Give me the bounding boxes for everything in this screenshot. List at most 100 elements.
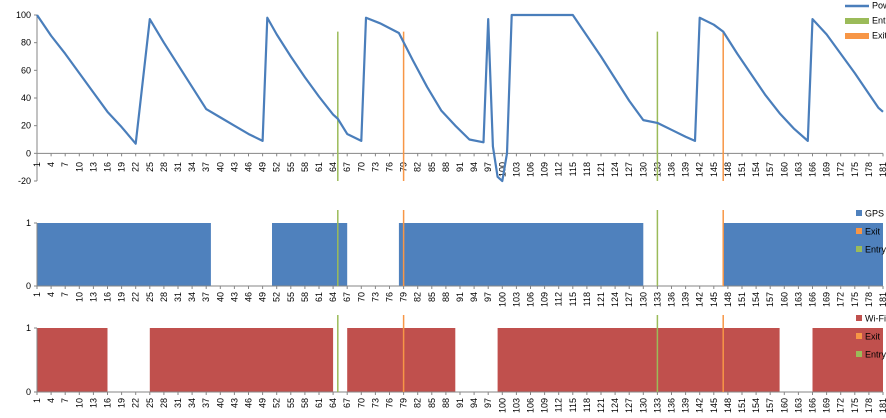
x-tick-label: 58 [300, 162, 310, 172]
x-tick-label: 157 [765, 292, 775, 307]
x-tick-label: 91 [455, 162, 465, 172]
wi-fi-on-bar-3 [497, 328, 780, 392]
x-tick-label: 40 [215, 292, 225, 302]
x-tick-label: 34 [187, 162, 197, 172]
x-tick-label: 34 [187, 292, 197, 302]
x-tick-label: 25 [145, 398, 155, 408]
x-tick-label: 100 [497, 398, 507, 413]
x-tick-label: 142 [695, 292, 705, 307]
x-tick-label: 82 [413, 292, 423, 302]
x-tick-label: 28 [159, 292, 169, 302]
x-tick-label: 16 [103, 292, 113, 302]
x-tick-label: 118 [582, 398, 592, 412]
chart-1: -20 0 20 40 60 80 100 1 4 7 10 13 16 19 22 25 28 31 34 37 40… [16, 1, 886, 187]
x-tick-label: 106 [526, 292, 536, 307]
x-tick-label: 4 [46, 292, 56, 297]
legend-label-exit: Exit [865, 227, 881, 237]
x-tick-label: 172 [836, 292, 846, 307]
x-tick-label: 13 [88, 162, 98, 172]
x-tick-label: 100 [497, 292, 507, 307]
x-tick-label: 97 [483, 162, 493, 172]
y-tick-label: 0 [26, 387, 31, 397]
x-tick-label: 94 [469, 398, 479, 408]
x-tick-label: 163 [793, 292, 803, 307]
x-tick-label: 160 [779, 162, 789, 177]
x-tick-label: 16 [103, 162, 113, 172]
x-tick-label: 121 [596, 398, 606, 413]
x-tick-label: 127 [624, 292, 634, 307]
x-tick-label: 61 [314, 162, 324, 172]
x-tick-label: 175 [850, 162, 860, 177]
x-tick-label: 67 [342, 162, 352, 172]
x-tick-label: 88 [441, 162, 451, 172]
x-tick-label: 136 [667, 292, 677, 307]
y-tick-label: 1 [26, 218, 31, 228]
x-tick-label: 73 [370, 292, 380, 302]
legend-label-gps: GPS [865, 209, 884, 219]
x-tick-label: 55 [286, 398, 296, 408]
wi-fi-on-bar-1 [149, 328, 334, 392]
x-tick-label: 181 [878, 162, 886, 177]
legend-label-power: Power [872, 1, 886, 11]
x-tick-label: 106 [526, 398, 536, 413]
x-tick-label: 46 [244, 398, 254, 408]
gps-on-bar-2 [398, 223, 644, 286]
legend: Wi-Fi Exit Entry [856, 314, 886, 360]
x-tick-label: 88 [441, 398, 451, 408]
x-tick-label: 43 [229, 292, 239, 302]
wi-fi-on-bar-2 [347, 328, 456, 392]
x-tick-label: 1 [32, 162, 42, 167]
x-tick-label: 139 [681, 162, 691, 177]
x-tick-label: 145 [709, 162, 719, 177]
legend-label-entry: Entry [865, 350, 886, 360]
x-tick-label: 112 [554, 162, 564, 176]
x-tick-label: 10 [74, 162, 84, 172]
x-tick-label: 73 [370, 398, 380, 408]
legend-swatch-entry [856, 246, 862, 252]
y-tick-label: 0 [26, 281, 31, 291]
x-tick-label: 46 [244, 162, 254, 172]
y-tick-label: -20 [18, 176, 31, 186]
x-tick-label: 121 [596, 292, 606, 307]
x-tick-label: 160 [779, 292, 789, 307]
x-tick-label: 97 [483, 292, 493, 302]
x-tick-label: 94 [469, 162, 479, 172]
x-tick-label: 49 [258, 292, 268, 302]
x-tick-label: 154 [751, 292, 761, 307]
x-tick-label: 58 [300, 292, 310, 302]
x-tick-label: 151 [737, 398, 747, 413]
x-tick-label: 4 [46, 162, 56, 167]
legend-swatch-gps [856, 210, 862, 216]
x-tick-label: 103 [511, 398, 521, 413]
x-tick-label: 145 [709, 292, 719, 307]
x-tick-label: 64 [328, 162, 338, 172]
x-tick-label: 142 [695, 398, 705, 413]
x-tick-label: 154 [751, 162, 761, 177]
x-tick-label: 181 [878, 292, 886, 307]
x-tick-label: 76 [385, 292, 395, 302]
x-tick-label: 115 [568, 398, 578, 412]
x-tick-label: 76 [385, 398, 395, 408]
x-tick-label: 46 [244, 292, 254, 302]
x-tick-label: 79 [399, 292, 409, 302]
x-tick-label: 103 [511, 162, 521, 177]
x-tick-label: 106 [526, 162, 536, 177]
x-tick-label: 160 [779, 398, 789, 413]
x-tick-label: 130 [638, 398, 648, 413]
x-tick-label: 130 [638, 162, 648, 177]
x-tick-label: 28 [159, 398, 169, 408]
legend-label-entry: Entry [872, 16, 886, 26]
legend-swatch-entry [856, 351, 862, 357]
x-tick-label: 142 [695, 162, 705, 177]
chart-2: 011 4 7 10 13 16 19 22 25 28 31 34 37 40 43 46 49 52 55 58 6… [26, 209, 886, 308]
x-tick-label: 19 [117, 292, 127, 302]
x-tick-label: 103 [511, 292, 521, 307]
x-tick-label: 181 [878, 398, 886, 413]
x-tick-label: 115 [568, 162, 578, 176]
legend-label-exit: Exit [872, 31, 886, 41]
x-tick-label: 64 [328, 398, 338, 408]
x-tick-label: 22 [131, 292, 141, 302]
y-tick-label: 1 [26, 323, 31, 333]
x-tick-label: 139 [681, 398, 691, 413]
